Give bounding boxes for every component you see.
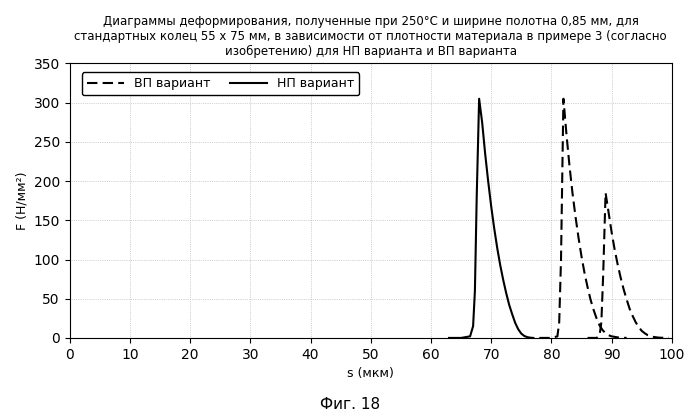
Legend: ВП вариант, НП вариант: ВП вариант, НП вариант xyxy=(82,72,359,95)
Y-axis label: F (Н/мм²): F (Н/мм²) xyxy=(15,171,28,230)
Text: Фиг. 18: Фиг. 18 xyxy=(320,397,380,412)
Title: Диаграммы деформирования, полученные при 250°С и ширине полотна 0,85 мм, для
ста: Диаграммы деформирования, полученные при… xyxy=(74,15,667,58)
X-axis label: s (мкм): s (мкм) xyxy=(347,367,394,380)
